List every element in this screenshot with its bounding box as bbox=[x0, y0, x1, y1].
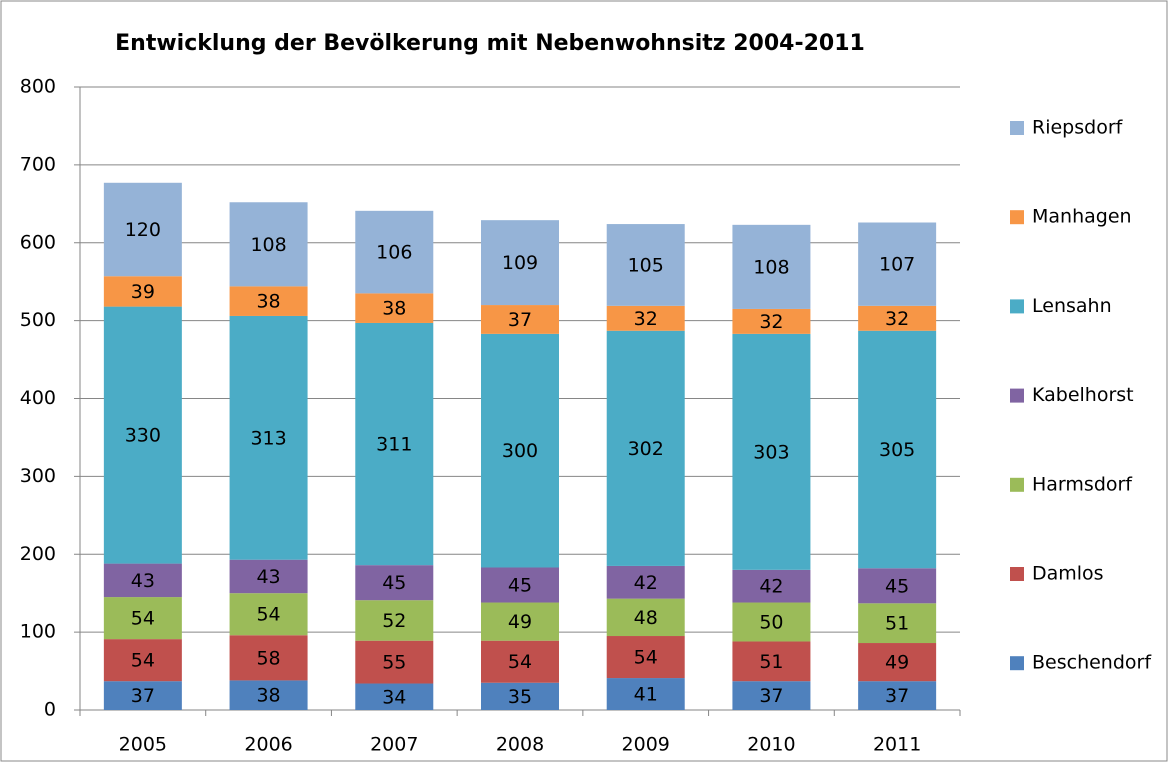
legend-label: Manhagen bbox=[1032, 206, 1132, 228]
data-label: 52 bbox=[382, 610, 406, 632]
data-label: 39 bbox=[131, 281, 155, 303]
data-label: 54 bbox=[131, 650, 155, 672]
data-label: 107 bbox=[879, 254, 915, 276]
data-label: 305 bbox=[879, 439, 915, 461]
x-tick-label: 2009 bbox=[622, 734, 670, 756]
x-tick-label: 2005 bbox=[119, 734, 167, 756]
data-label: 54 bbox=[131, 608, 155, 630]
data-label: 54 bbox=[256, 604, 280, 626]
data-label: 49 bbox=[885, 652, 909, 674]
y-tick-label: 600 bbox=[20, 231, 56, 253]
y-tick-label: 300 bbox=[20, 465, 56, 487]
y-tick-label: 100 bbox=[20, 621, 56, 643]
data-label: 51 bbox=[759, 651, 783, 673]
legend-swatch bbox=[1010, 478, 1024, 492]
legend-label: Beschendorf bbox=[1032, 652, 1152, 674]
legend-swatch bbox=[1010, 567, 1024, 581]
data-label: 37 bbox=[508, 309, 532, 331]
chart-title: Entwicklung der Bevölkerung mit Nebenwoh… bbox=[115, 31, 865, 56]
y-tick-label: 200 bbox=[20, 543, 56, 565]
data-label: 37 bbox=[885, 685, 909, 707]
data-label: 42 bbox=[634, 572, 658, 594]
data-label: 37 bbox=[759, 685, 783, 707]
data-label: 105 bbox=[628, 254, 664, 276]
x-tick-label: 2011 bbox=[873, 734, 921, 756]
y-tick-label: 500 bbox=[20, 309, 56, 331]
data-label: 45 bbox=[508, 575, 532, 597]
legend-label: Lensahn bbox=[1032, 295, 1112, 317]
data-label: 51 bbox=[885, 613, 909, 635]
data-label: 108 bbox=[753, 256, 789, 278]
data-label: 108 bbox=[250, 234, 286, 256]
data-label: 38 bbox=[256, 291, 280, 313]
data-label: 54 bbox=[634, 647, 658, 669]
legend-label: Harmsdorf bbox=[1032, 473, 1133, 495]
data-label: 32 bbox=[634, 308, 658, 330]
x-tick-label: 2008 bbox=[496, 734, 544, 756]
data-label: 50 bbox=[759, 612, 783, 634]
legend-swatch bbox=[1010, 299, 1024, 313]
data-label: 302 bbox=[628, 438, 664, 460]
data-label: 34 bbox=[382, 686, 406, 708]
chart: Entwicklung der Bevölkerung mit Nebenwoh… bbox=[0, 0, 1169, 762]
y-tick-label: 0 bbox=[44, 699, 56, 721]
data-label: 106 bbox=[376, 242, 412, 264]
legend-label: Riepsdorf bbox=[1032, 117, 1124, 139]
legend-swatch bbox=[1010, 656, 1024, 670]
data-label: 55 bbox=[382, 652, 406, 674]
data-label: 38 bbox=[382, 298, 406, 320]
y-tick-label: 700 bbox=[20, 153, 56, 175]
data-label: 45 bbox=[382, 572, 406, 594]
data-label: 109 bbox=[502, 252, 538, 274]
data-label: 300 bbox=[502, 440, 538, 462]
data-label: 43 bbox=[131, 570, 155, 592]
data-label: 313 bbox=[250, 427, 286, 449]
data-label: 32 bbox=[759, 311, 783, 333]
data-label: 311 bbox=[376, 434, 412, 456]
data-label: 32 bbox=[885, 308, 909, 330]
data-label: 38 bbox=[256, 685, 280, 707]
y-tick-label: 800 bbox=[20, 76, 56, 98]
data-label: 37 bbox=[131, 685, 155, 707]
data-label: 45 bbox=[885, 575, 909, 597]
y-tick-label: 400 bbox=[20, 387, 56, 409]
legend-swatch bbox=[1010, 121, 1024, 135]
data-label: 49 bbox=[508, 611, 532, 633]
x-tick-label: 2010 bbox=[747, 734, 795, 756]
legend-label: Kabelhorst bbox=[1032, 384, 1134, 406]
legend-label: Damlos bbox=[1032, 563, 1104, 585]
legend-swatch bbox=[1010, 389, 1024, 403]
data-label: 58 bbox=[256, 647, 280, 669]
x-tick-label: 2006 bbox=[244, 734, 292, 756]
data-label: 48 bbox=[634, 607, 658, 629]
data-label: 120 bbox=[125, 219, 161, 241]
data-label: 42 bbox=[759, 576, 783, 598]
data-label: 303 bbox=[753, 441, 789, 463]
data-label: 35 bbox=[508, 686, 532, 708]
data-label: 43 bbox=[256, 566, 280, 588]
x-tick-label: 2007 bbox=[370, 734, 418, 756]
data-label: 330 bbox=[125, 425, 161, 447]
data-label: 41 bbox=[634, 684, 658, 706]
legend-swatch bbox=[1010, 210, 1024, 224]
data-label: 54 bbox=[508, 651, 532, 673]
